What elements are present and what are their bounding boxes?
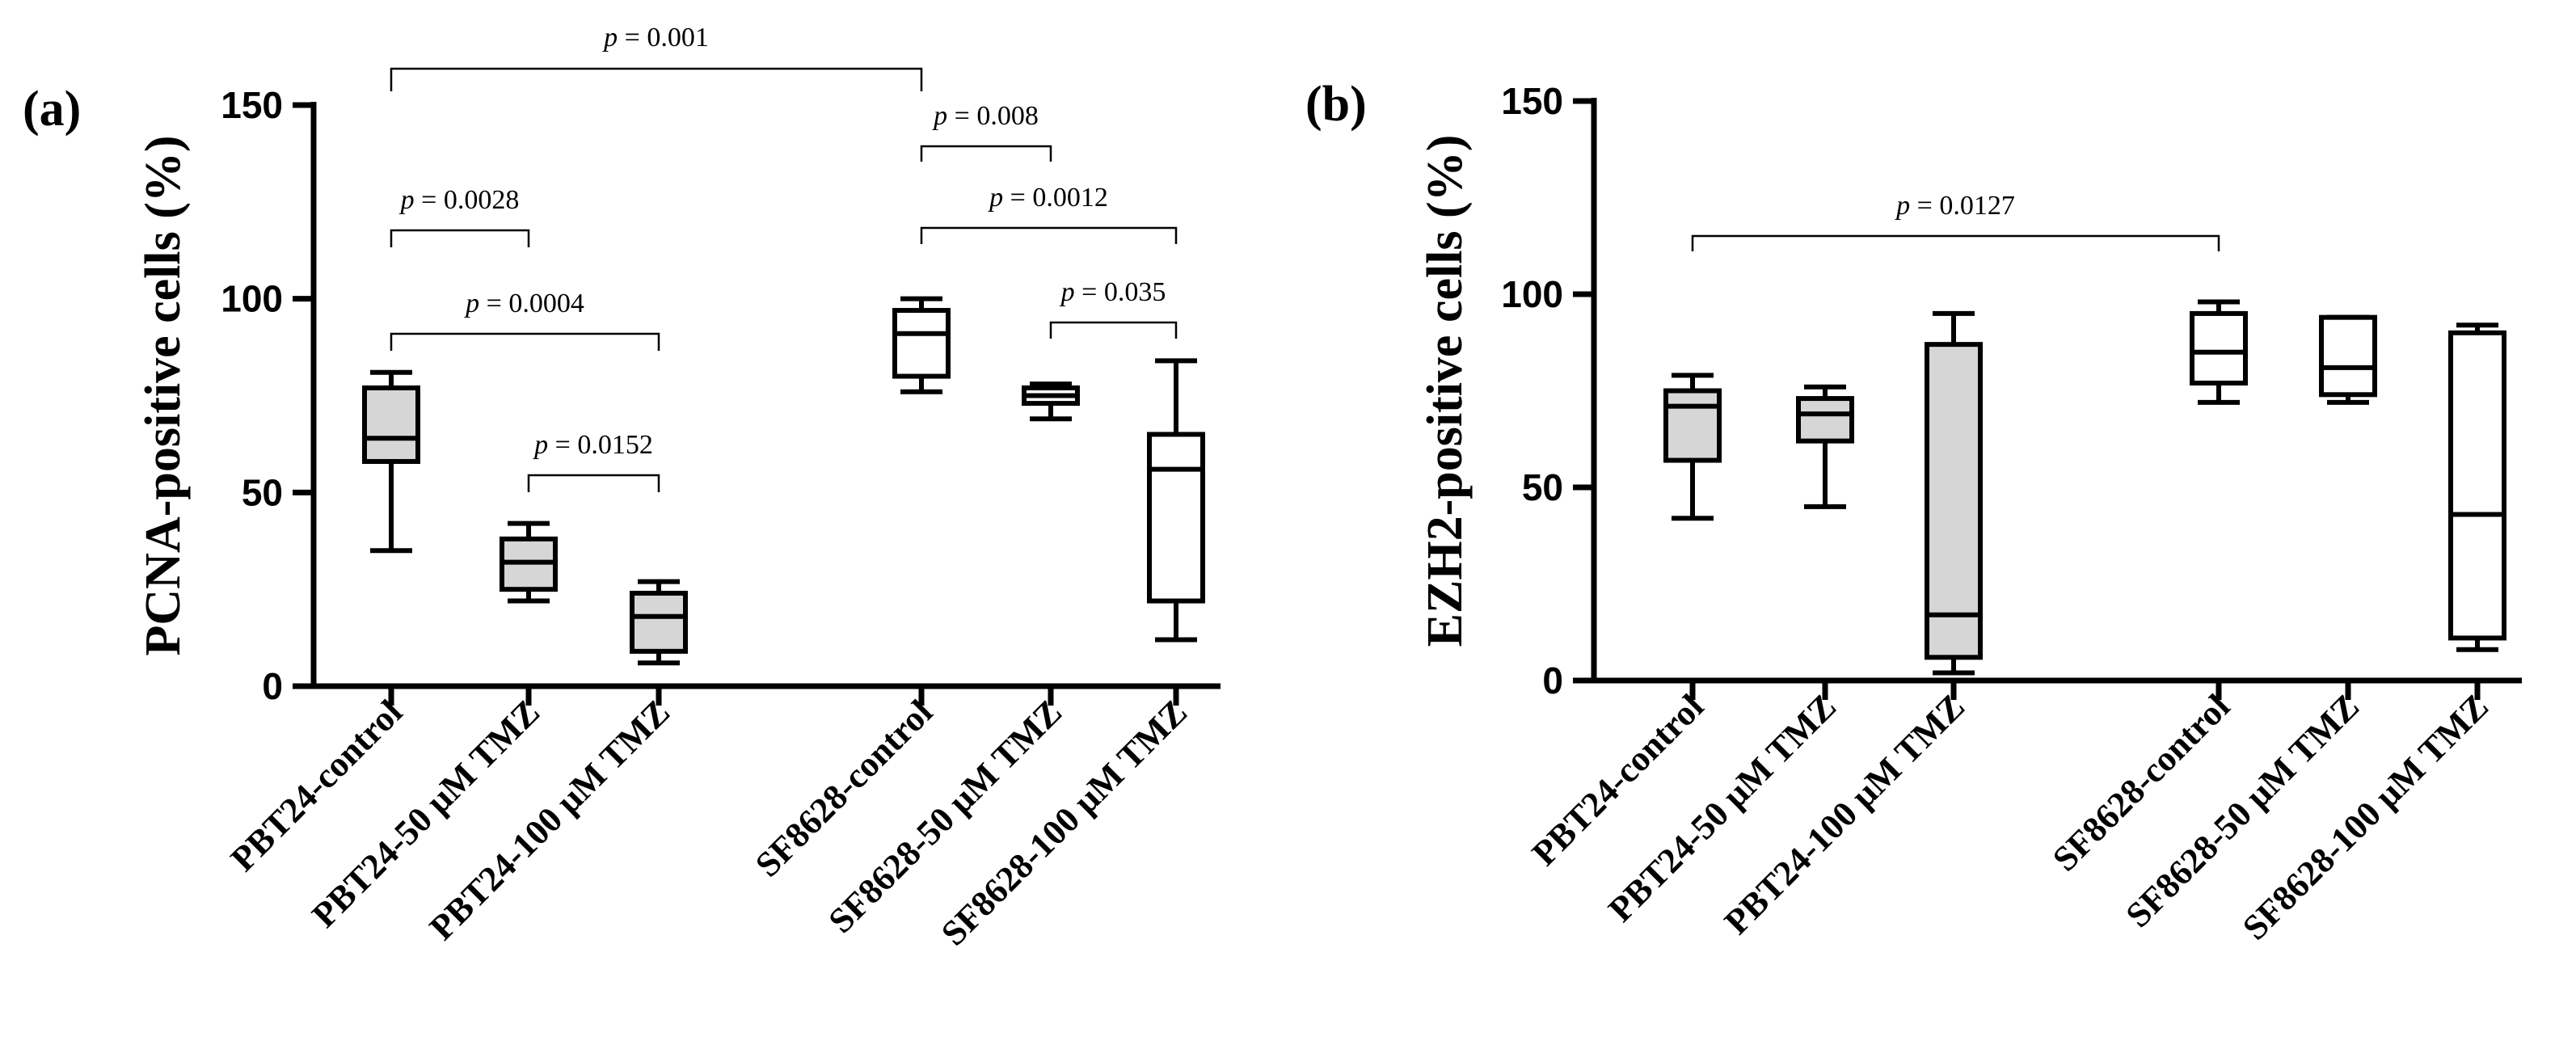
y-tick-label: 0 [1542,660,1563,702]
iqr-box [1925,342,1983,660]
box-plot [1663,373,1722,521]
box-plot [1796,384,1854,509]
bracket-line [1691,234,2220,251]
iqr-box [1147,432,1205,604]
panel-a-chart: (a) PCNA-positive cells (%) 0 50 100 150 PBT24… [23,23,1221,954]
significance-bracket: p = 0.0127 [1691,191,2220,251]
bracket-line [390,332,660,351]
box-plot [2190,299,2248,405]
p-value: = 0.0012 [1003,183,1108,213]
x-tick-label: SF8628-50 μM TMZ [2119,686,2367,935]
p-value-label: p = 0.0152 [533,430,653,460]
p-symbol: p [1060,277,1075,307]
iqr-box [2190,310,2248,386]
y-axis-label: EZH2-positive cells (%) [1418,135,1473,647]
panel-b-chart: (b) EZH2-positive cells (%) 0 50 100 150 PBT24… [1305,77,2522,948]
p-symbol: p [399,185,415,215]
box-plot [892,296,951,394]
bracket-line [390,67,923,91]
bracket-line [920,145,1052,162]
p-symbol: p [1895,191,1910,221]
iqr-box [630,590,688,654]
panel-label: (a) [23,82,81,137]
p-symbol: p [932,101,947,131]
p-symbol: p [988,183,1003,213]
p-value-label: p = 0.001 [602,23,709,53]
p-value: = 0.008 [947,101,1039,131]
bracket-line [920,226,1178,244]
panel-label: (b) [1305,77,1367,132]
p-symbol: p [464,289,479,318]
p-value-label: p = 0.0004 [464,289,584,318]
p-value-label: p = 0.008 [932,101,1039,131]
p-value-label: p = 0.0028 [399,185,520,215]
bracket-line [390,229,530,247]
p-value-label: p = 0.0127 [1895,191,2015,221]
significance-bracket: p = 0.035 [1049,277,1178,339]
x-tick-label: SF8628-100 μM TMZ [2235,686,2496,947]
box-plot [2319,314,2377,405]
p-value: = 0.001 [618,23,709,53]
y-tick-label: 150 [221,84,283,126]
p-value: = 0.0127 [1910,191,2015,221]
bracket-line [1049,321,1178,339]
iqr-box [2448,330,2506,641]
p-symbol: p [602,23,618,53]
box-plot [500,520,558,604]
p-value-label: p = 0.0012 [988,183,1108,213]
iqr-box [892,308,951,379]
iqr-box [2319,314,2377,398]
p-value-label: p = 0.035 [1060,277,1166,307]
y-tick-label: 0 [262,665,283,707]
x-tick-label: SF8628-100 μM TMZ [934,692,1195,953]
y-tick-label: 50 [242,471,283,513]
y-axis-label: PCNA-positive cells (%) [136,136,191,656]
significance-bracket: p = 0.001 [390,23,923,91]
significance-bracket: p = 0.0012 [920,183,1178,244]
iqr-box [1796,396,1854,444]
box-plot [630,579,688,666]
box-plot [1147,358,1205,643]
y-tick-label: 150 [1501,80,1563,122]
significance-bracket: p = 0.0004 [390,289,660,351]
box-plot [2448,322,2506,652]
y-tick-label: 100 [1501,273,1563,315]
iqr-box [1663,388,1722,463]
significance-bracket: p = 0.0028 [390,185,530,247]
box-plot [1925,310,1983,676]
box-plot [1022,381,1080,422]
p-value: = 0.035 [1075,277,1166,307]
significance-bracket: p = 0.0152 [527,430,660,492]
y-tick-label: 100 [221,278,283,320]
p-value: = 0.0028 [415,185,520,215]
p-symbol: p [533,430,548,460]
box-plot [362,369,420,554]
bracket-line [527,474,660,492]
iqr-box [362,385,420,464]
p-value: = 0.0004 [479,289,584,318]
significance-bracket: p = 0.008 [920,101,1052,162]
x-tick-label: PBT24-100 μM TMZ [422,692,677,947]
p-value: = 0.0152 [548,430,653,460]
x-tick-label: PBT24-100 μM TMZ [1717,686,1972,942]
x-tick-label: PBT24-50 μM TMZ [304,692,547,935]
x-tick-label: SF8628-50 μM TMZ [821,692,1070,941]
y-tick-label: 50 [1522,466,1563,508]
x-tick-label: PBT24-50 μM TMZ [1600,686,1844,929]
